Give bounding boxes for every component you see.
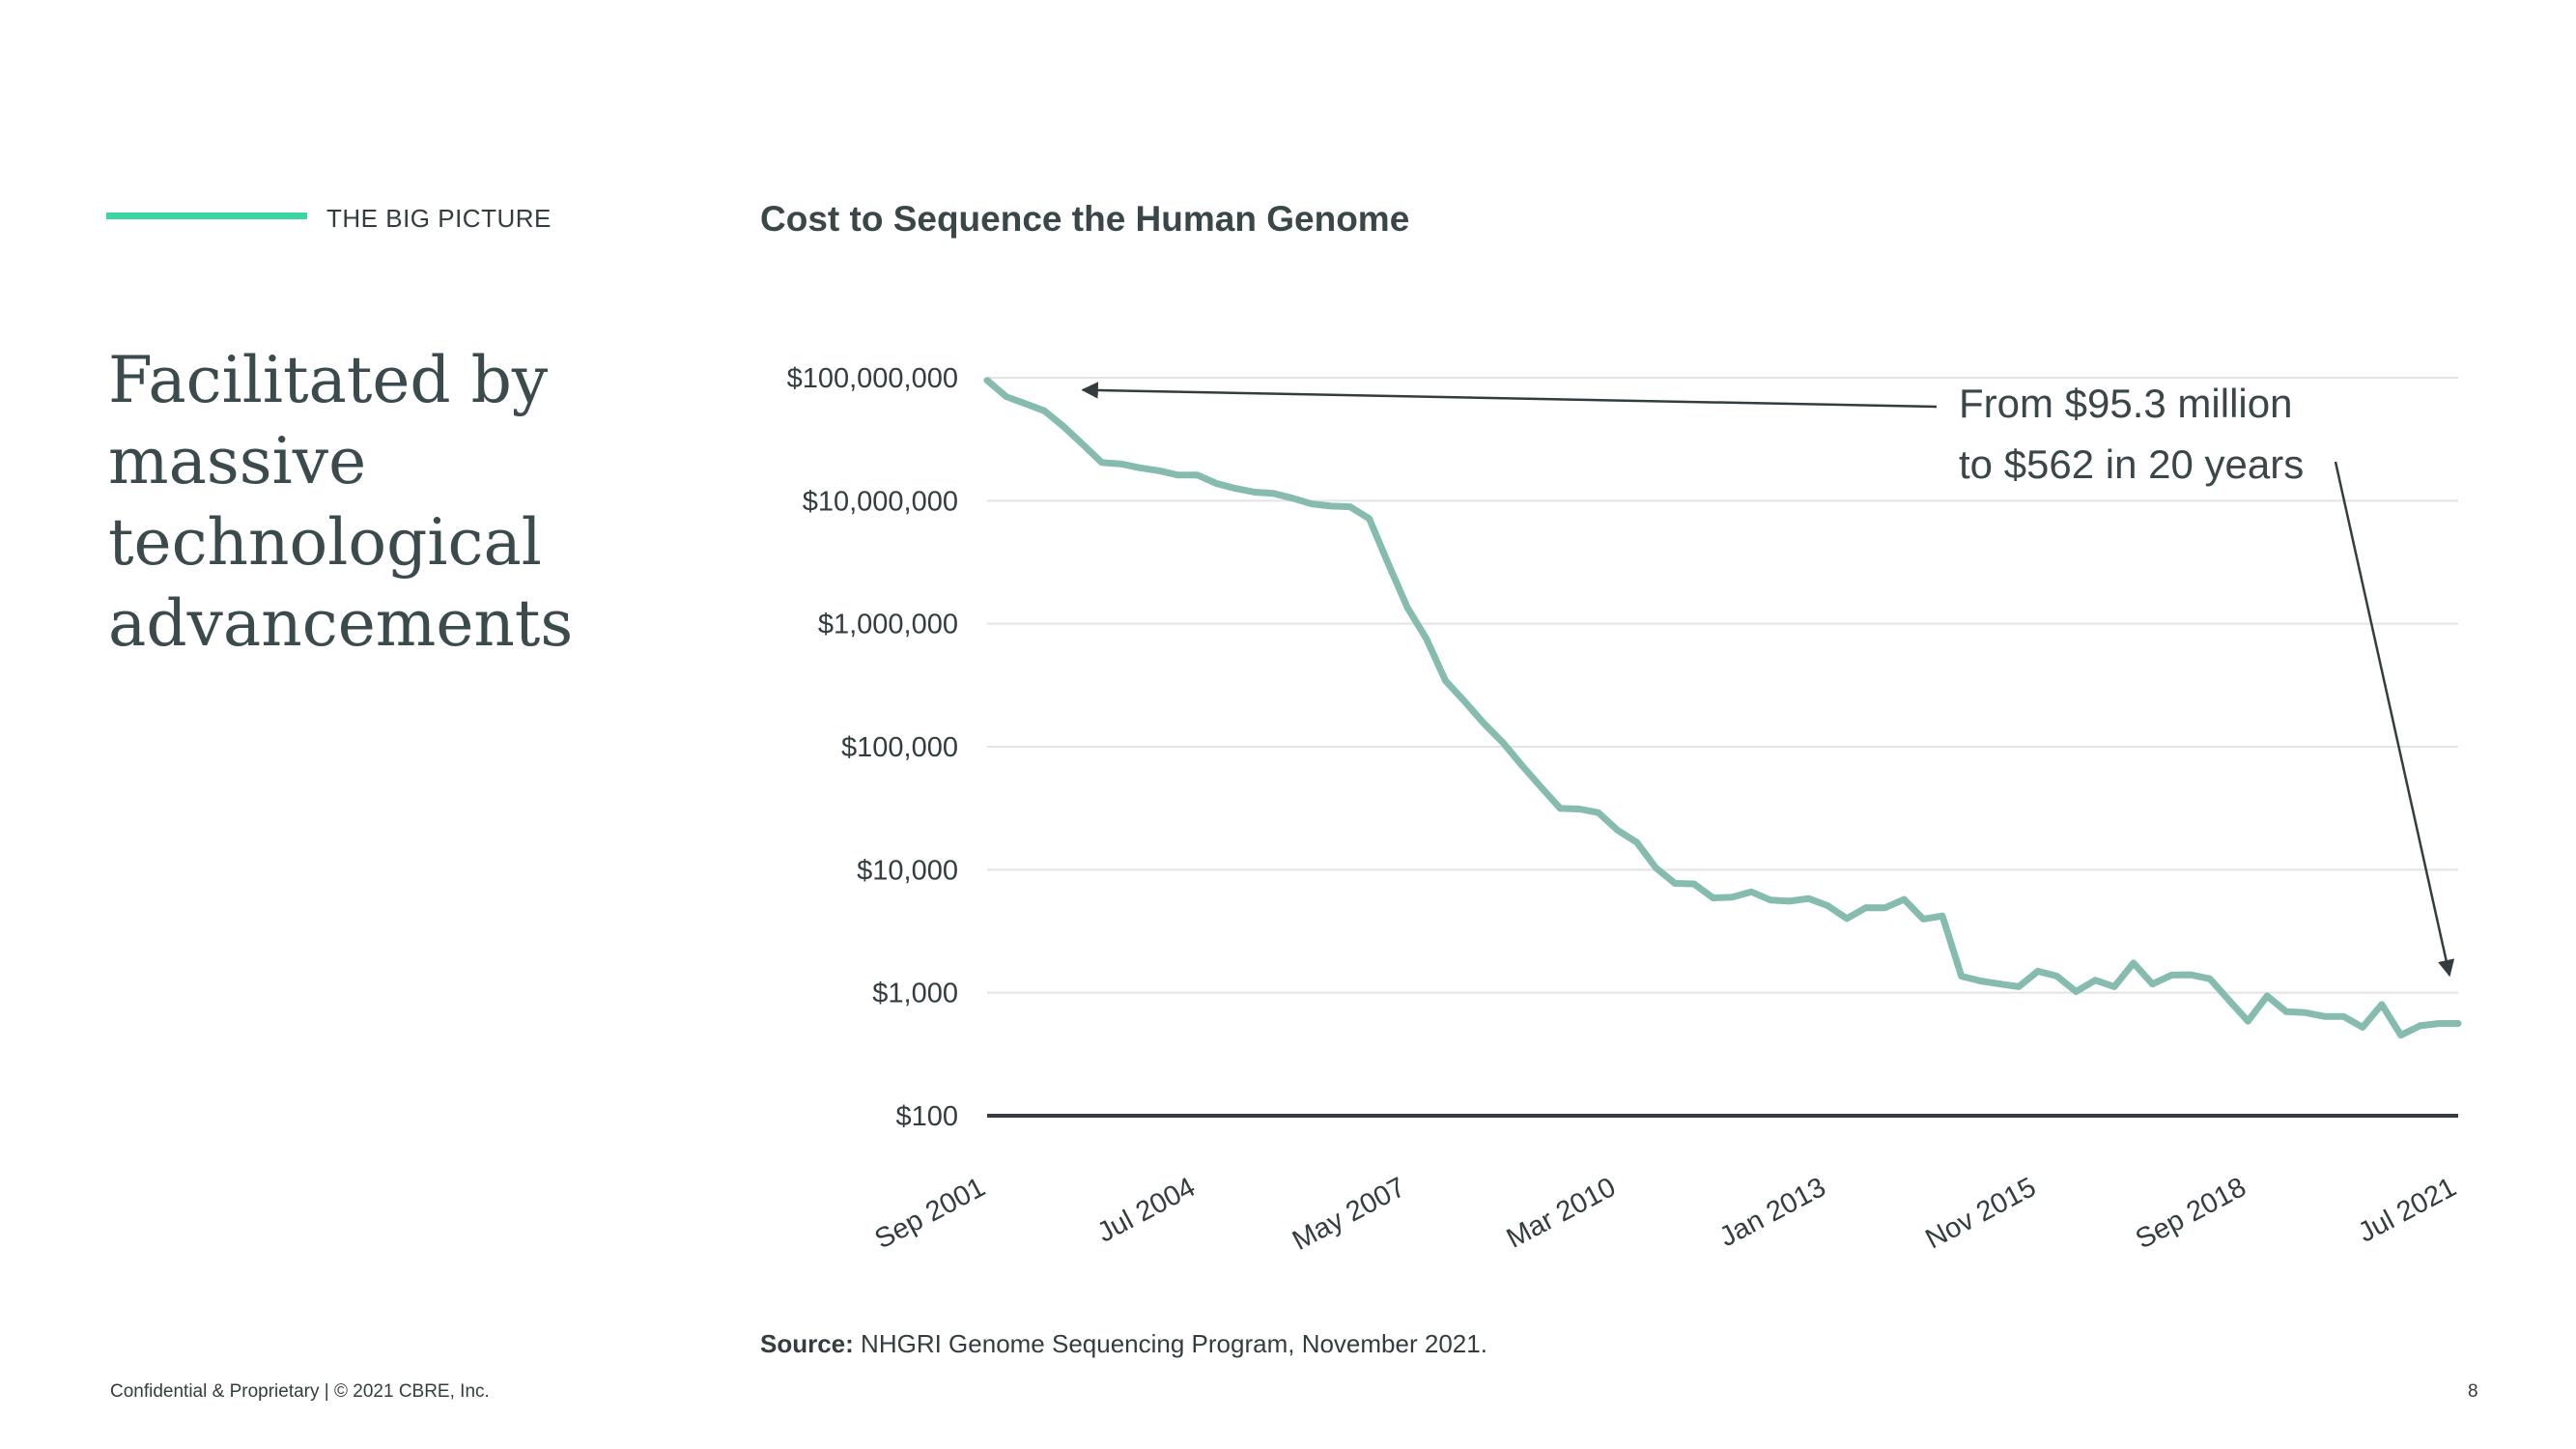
x-tick-label: Nov 2015 bbox=[1920, 1172, 2041, 1256]
y-tick-label: $1,000,000 bbox=[818, 610, 958, 640]
x-axis-ticks: Sep 2001 Jul 2004 May 2007 Mar 2010 Jan 2013… bbox=[870, 1172, 2462, 1257]
x-tick-label: Mar 2010 bbox=[1502, 1172, 1621, 1255]
y-tick-label: $100,000,000 bbox=[787, 363, 958, 394]
x-tick-label: Sep 2018 bbox=[2131, 1172, 2251, 1256]
series-layer bbox=[983, 377, 2462, 1039]
section-accent-rule bbox=[106, 213, 307, 219]
x-tick-label: May 2007 bbox=[1288, 1172, 1410, 1257]
page-number: 8 bbox=[2468, 1381, 2478, 1402]
x-tick-label: Jul 2004 bbox=[1092, 1172, 1201, 1249]
source-label: Source: bbox=[760, 1329, 854, 1358]
arrow-to-start-value bbox=[1081, 382, 1938, 409]
annotation-line-1: From $95.3 million bbox=[1959, 381, 2292, 426]
y-tick-label: $10,000 bbox=[857, 855, 958, 886]
x-tick-label: Jan 2013 bbox=[1714, 1172, 1830, 1253]
annotation-line-2: to $562 in 20 years bbox=[1959, 441, 2304, 487]
y-tick-label: $10,000,000 bbox=[803, 486, 958, 517]
footer-confidential: Confidential & Proprietary | © 2021 CBRE… bbox=[110, 1381, 490, 1402]
x-tick-label: Sep 2001 bbox=[870, 1172, 991, 1256]
annotation: From $95.3 million to $562 in 20 years bbox=[1081, 381, 2455, 978]
y-axis-ticks: $100,000,000 $10,000,000 $1,000,000 $100,00… bbox=[787, 363, 958, 1132]
source-text: NHGRI Genome Sequencing Program, Novembe… bbox=[861, 1329, 1487, 1358]
y-tick-label: $100,000 bbox=[841, 732, 958, 763]
y-tick-label: $1,000 bbox=[872, 979, 958, 1009]
chart-source: Source: NHGRI Genome Sequencing Program,… bbox=[760, 1329, 1487, 1359]
section-label: THE BIG PICTURE bbox=[326, 204, 552, 233]
gridlines bbox=[987, 377, 2458, 994]
series-line-cost-per-genome bbox=[983, 377, 2462, 1039]
y-tick-label: $100 bbox=[895, 1101, 958, 1132]
headline: Facilitated by massive technological adv… bbox=[108, 343, 574, 661]
chart-title: Cost to Sequence the Human Genome bbox=[760, 199, 1410, 239]
arrow-to-end-value bbox=[2334, 461, 2455, 978]
x-tick-label: Jul 2021 bbox=[2353, 1172, 2461, 1249]
